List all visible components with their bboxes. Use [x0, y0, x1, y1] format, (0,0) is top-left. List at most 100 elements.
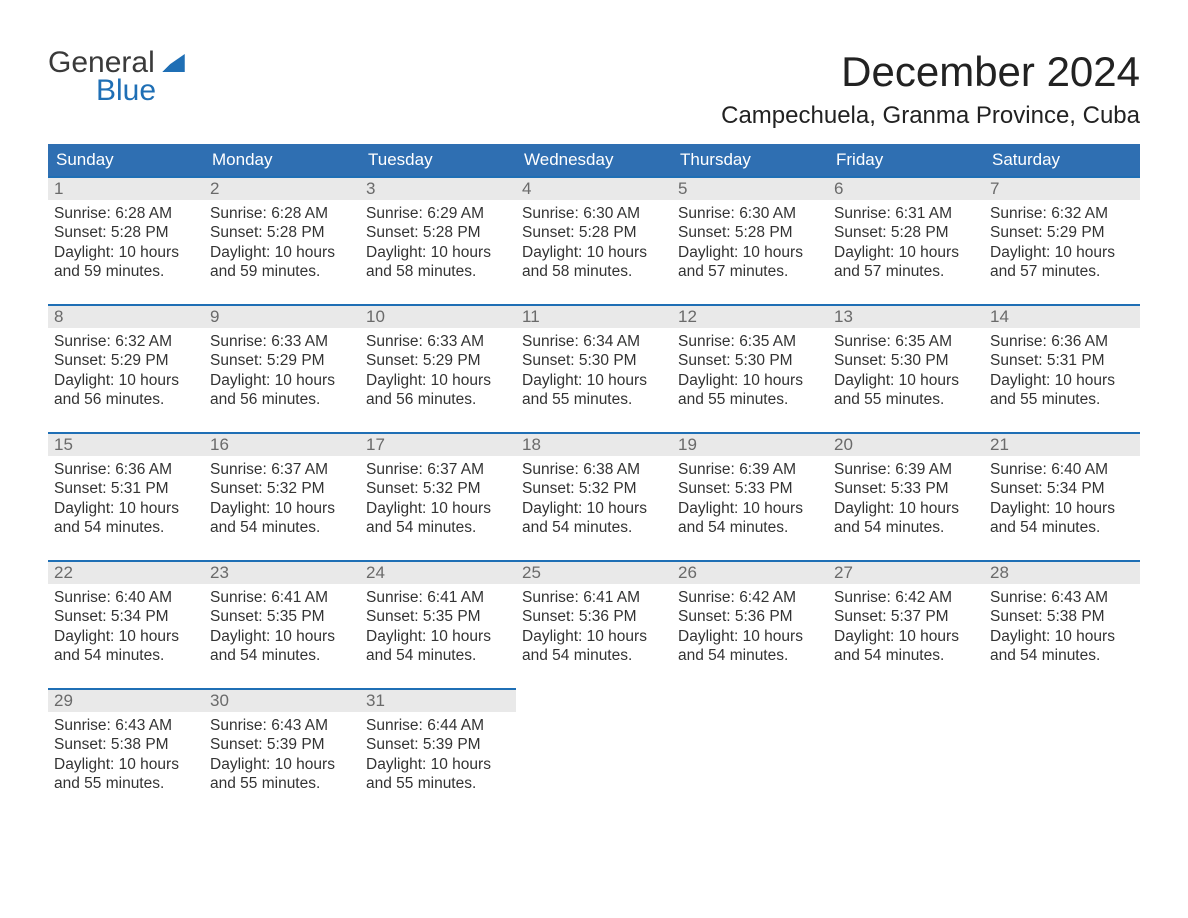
sunrise-value: 6:43 AM: [1051, 589, 1108, 606]
sunrise-label: Sunrise:: [54, 333, 111, 350]
calendar-day-cell: 29Sunrise: 6:43 AMSunset: 5:38 PMDayligh…: [48, 688, 204, 816]
sunset-value: 5:29 PM: [423, 352, 481, 369]
weekday-header-cell: Saturday: [984, 144, 1140, 176]
sunrise-line: Sunrise: 6:36 AM: [990, 332, 1134, 351]
sunset-line: Sunset: 5:29 PM: [210, 351, 354, 370]
day-body: Sunrise: 6:43 AMSunset: 5:38 PMDaylight:…: [48, 712, 204, 794]
sunrise-value: 6:29 AM: [427, 205, 484, 222]
daylight-line: Daylight: 10 hours and 54 minutes.: [522, 499, 666, 538]
daylight-label: Daylight:: [54, 244, 114, 261]
daylight-label: Daylight:: [54, 500, 114, 517]
sunset-line: Sunset: 5:36 PM: [522, 607, 666, 626]
weekday-header-cell: Sunday: [48, 144, 204, 176]
sunset-line: Sunset: 5:36 PM: [678, 607, 822, 626]
day-number: 6: [828, 178, 984, 200]
sunset-value: 5:34 PM: [111, 608, 169, 625]
sunset-line: Sunset: 5:29 PM: [366, 351, 510, 370]
calendar-day-cell: 18Sunrise: 6:38 AMSunset: 5:32 PMDayligh…: [516, 432, 672, 560]
sunset-value: 5:31 PM: [1047, 352, 1105, 369]
sunrise-value: 6:41 AM: [271, 589, 328, 606]
sunrise-value: 6:35 AM: [895, 333, 952, 350]
calendar-day-cell: 20Sunrise: 6:39 AMSunset: 5:33 PMDayligh…: [828, 432, 984, 560]
sunrise-line: Sunrise: 6:32 AM: [990, 204, 1134, 223]
calendar-day-cell: 13Sunrise: 6:35 AMSunset: 5:30 PMDayligh…: [828, 304, 984, 432]
sunrise-label: Sunrise:: [834, 589, 891, 606]
sunrise-value: 6:43 AM: [271, 717, 328, 734]
day-number: 19: [672, 434, 828, 456]
daylight-line: Daylight: 10 hours and 54 minutes.: [990, 627, 1134, 666]
daylight-label: Daylight:: [678, 372, 738, 389]
sunrise-label: Sunrise:: [522, 205, 579, 222]
sunset-value: 5:33 PM: [735, 480, 793, 497]
sunset-value: 5:31 PM: [111, 480, 169, 497]
daylight-line: Daylight: 10 hours and 54 minutes.: [834, 499, 978, 538]
sunrise-line: Sunrise: 6:30 AM: [678, 204, 822, 223]
day-number: 30: [204, 690, 360, 712]
flag-icon: [159, 54, 185, 72]
daylight-label: Daylight:: [522, 372, 582, 389]
daylight-line: Daylight: 10 hours and 55 minutes.: [678, 371, 822, 410]
daylight-label: Daylight:: [834, 628, 894, 645]
sunrise-line: Sunrise: 6:31 AM: [834, 204, 978, 223]
sunrise-value: 6:40 AM: [115, 589, 172, 606]
daylight-label: Daylight:: [834, 500, 894, 517]
sunset-label: Sunset:: [990, 352, 1043, 369]
calendar-day-cell: 12Sunrise: 6:35 AMSunset: 5:30 PMDayligh…: [672, 304, 828, 432]
sunrise-line: Sunrise: 6:29 AM: [366, 204, 510, 223]
sunset-value: 5:39 PM: [267, 736, 325, 753]
sunset-line: Sunset: 5:28 PM: [54, 223, 198, 242]
day-number: 5: [672, 178, 828, 200]
sunset-value: 5:28 PM: [423, 224, 481, 241]
sunrise-label: Sunrise:: [834, 333, 891, 350]
header-row: General Blue December 2024 Campechuela, …: [48, 48, 1140, 138]
sunrise-line: Sunrise: 6:39 AM: [678, 460, 822, 479]
sunrise-value: 6:39 AM: [739, 461, 796, 478]
daylight-line: Daylight: 10 hours and 54 minutes.: [522, 627, 666, 666]
day-body: Sunrise: 6:39 AMSunset: 5:33 PMDaylight:…: [672, 456, 828, 538]
sunset-line: Sunset: 5:28 PM: [834, 223, 978, 242]
sunset-line: Sunset: 5:39 PM: [210, 735, 354, 754]
sunset-label: Sunset:: [834, 224, 887, 241]
sunrise-label: Sunrise:: [834, 461, 891, 478]
sunset-label: Sunset:: [210, 608, 263, 625]
day-number: 4: [516, 178, 672, 200]
calendar-day-cell: 2Sunrise: 6:28 AMSunset: 5:28 PMDaylight…: [204, 176, 360, 304]
weekday-header: SundayMondayTuesdayWednesdayThursdayFrid…: [48, 144, 1140, 176]
day-body: Sunrise: 6:32 AMSunset: 5:29 PMDaylight:…: [48, 328, 204, 410]
sunrise-value: 6:37 AM: [271, 461, 328, 478]
calendar-day-cell: 30Sunrise: 6:43 AMSunset: 5:39 PMDayligh…: [204, 688, 360, 816]
sunrise-value: 6:44 AM: [427, 717, 484, 734]
sunset-value: 5:32 PM: [579, 480, 637, 497]
sunrise-value: 6:41 AM: [427, 589, 484, 606]
sunrise-value: 6:37 AM: [427, 461, 484, 478]
sunset-line: Sunset: 5:30 PM: [834, 351, 978, 370]
sunrise-line: Sunrise: 6:43 AM: [990, 588, 1134, 607]
sunset-line: Sunset: 5:33 PM: [678, 479, 822, 498]
sunset-label: Sunset:: [678, 352, 731, 369]
sunrise-line: Sunrise: 6:41 AM: [210, 588, 354, 607]
daylight-line: Daylight: 10 hours and 54 minutes.: [210, 499, 354, 538]
daylight-label: Daylight:: [54, 372, 114, 389]
daylight-line: Daylight: 10 hours and 55 minutes.: [366, 755, 510, 794]
calendar-day-cell: 8Sunrise: 6:32 AMSunset: 5:29 PMDaylight…: [48, 304, 204, 432]
sunset-value: 5:28 PM: [579, 224, 637, 241]
daylight-label: Daylight:: [54, 756, 114, 773]
daylight-line: Daylight: 10 hours and 54 minutes.: [366, 627, 510, 666]
location-subtitle: Campechuela, Granma Province, Cuba: [721, 102, 1140, 130]
daylight-line: Daylight: 10 hours and 55 minutes.: [54, 755, 198, 794]
sunrise-label: Sunrise:: [366, 717, 423, 734]
sunset-line: Sunset: 5:38 PM: [990, 607, 1134, 626]
sunrise-label: Sunrise:: [990, 461, 1047, 478]
day-number: 27: [828, 562, 984, 584]
daylight-label: Daylight:: [366, 756, 426, 773]
sunset-line: Sunset: 5:39 PM: [366, 735, 510, 754]
sunrise-value: 6:34 AM: [583, 333, 640, 350]
day-body: Sunrise: 6:41 AMSunset: 5:35 PMDaylight:…: [204, 584, 360, 666]
calendar-day-cell: 16Sunrise: 6:37 AMSunset: 5:32 PMDayligh…: [204, 432, 360, 560]
calendar-week-row: 1Sunrise: 6:28 AMSunset: 5:28 PMDaylight…: [48, 176, 1140, 304]
day-body: Sunrise: 6:40 AMSunset: 5:34 PMDaylight:…: [984, 456, 1140, 538]
sunrise-label: Sunrise:: [990, 333, 1047, 350]
sunrise-line: Sunrise: 6:28 AM: [54, 204, 198, 223]
daylight-label: Daylight:: [834, 244, 894, 261]
sunset-line: Sunset: 5:37 PM: [834, 607, 978, 626]
